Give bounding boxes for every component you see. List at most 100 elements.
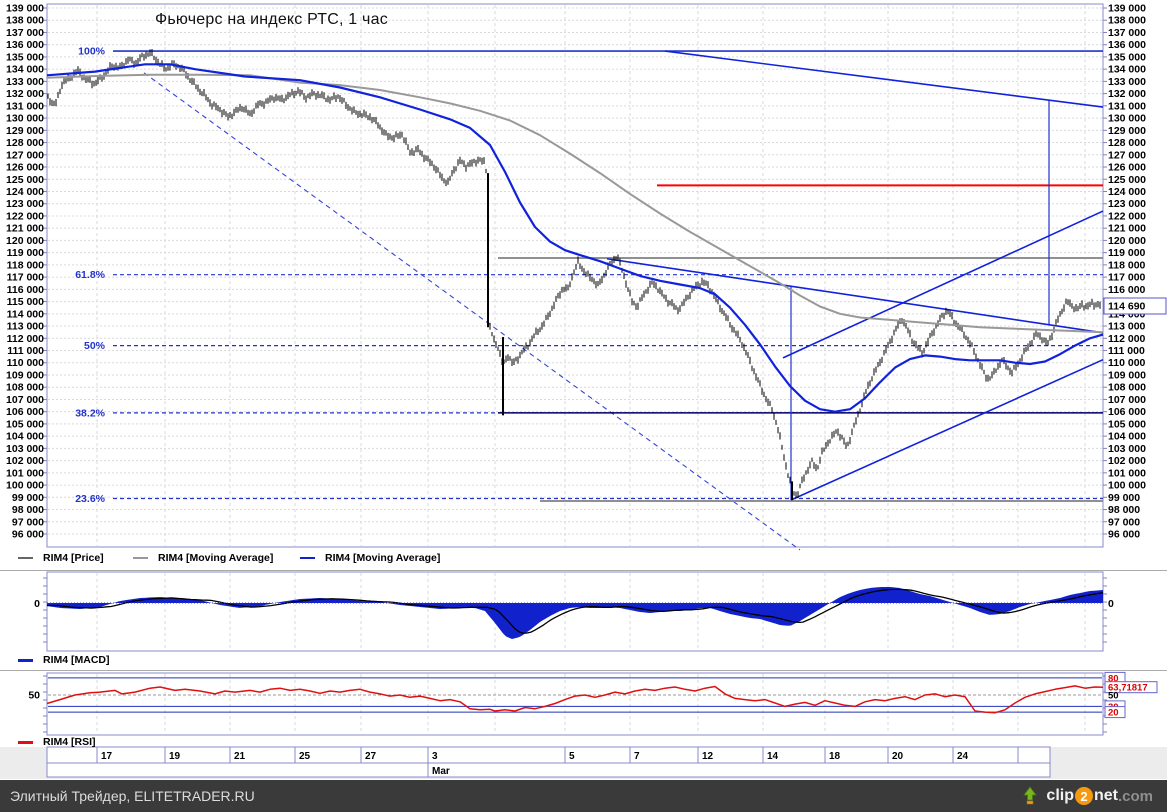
y-axis-label-right: 111 000 <box>1108 345 1145 357</box>
y-axis-label-left: 120 000 <box>6 235 44 247</box>
y-axis-label-left: 109 000 <box>6 369 44 381</box>
current-price-box <box>1103 297 1167 315</box>
y-axis-label-left: 139 000 <box>6 3 44 15</box>
macd-panel <box>46 571 1104 652</box>
date-label: 19 <box>169 751 181 762</box>
y-axis-label-right: 137 000 <box>1108 27 1146 39</box>
ma-gray-line-swatch <box>133 557 148 559</box>
y-axis-label-left: 112 000 <box>7 333 45 345</box>
y-axis-label-left: 135 000 <box>6 51 44 63</box>
legend-label-price: RIM4 [Price] <box>43 552 104 564</box>
y-axis-label-left: 127 000 <box>6 149 44 161</box>
macd-legend-row: RIM4 [MACD] <box>0 654 1103 670</box>
y-axis-label-left: 99 000 <box>12 492 44 504</box>
y-axis-label-right: 106 000 <box>1108 406 1146 418</box>
y-axis-label-left: 108 000 <box>6 382 44 394</box>
y-axis-label-left: 96 000 <box>12 529 44 541</box>
rsi-side-label: 80 <box>1108 673 1119 684</box>
y-axis-label-left: 104 000 <box>6 431 44 443</box>
y-axis-label-left: 128 000 <box>6 137 44 149</box>
y-axis-label-left: 107 000 <box>6 394 44 406</box>
y-axis-label-right: 126 000 <box>1108 162 1146 174</box>
y-axis-label-left: 131 000 <box>6 100 44 112</box>
logo-text-clip: clip <box>1046 787 1074 804</box>
y-axis-label-left: 121 000 <box>6 223 44 235</box>
legend-label-macd: RIM4 [MACD] <box>43 654 110 666</box>
trendline <box>790 358 1104 501</box>
y-axis-label-left: 125 000 <box>6 174 44 186</box>
price-line-swatch <box>18 557 33 559</box>
y-axis-label-right: 103 000 <box>1108 443 1146 455</box>
y-axis-label-right: 109 000 <box>1108 369 1146 381</box>
y-axis-label-right: 131 000 <box>1108 100 1146 112</box>
y-axis-label-left: 129 000 <box>6 125 44 137</box>
y-axis-label-right: 110 000 <box>1108 357 1146 369</box>
macd-signal-line <box>47 588 1104 634</box>
rsi-side-label-box <box>1104 706 1126 719</box>
date-label: 14 <box>767 751 779 762</box>
y-axis-label-left: 119 000 <box>7 247 45 259</box>
date-label: 7 <box>634 751 640 762</box>
y-axis-label-right: 105 000 <box>1108 418 1146 430</box>
date-label: 18 <box>829 751 841 762</box>
y-axis-label-left: 102 000 <box>6 455 44 467</box>
chart-title: Фьючерс на индекс РТС, 1 час <box>155 11 388 28</box>
trendline <box>606 257 1104 334</box>
y-axis-label-left: 116 000 <box>7 284 45 296</box>
month-label: Mar <box>432 766 450 777</box>
dashed-diagonal-trendline <box>143 72 801 551</box>
y-axis-label-left: 97 000 <box>12 516 44 528</box>
y-axis-label-right: 120 000 <box>1108 235 1146 247</box>
y-axis-label-right: 101 000 <box>1108 467 1146 479</box>
rsi-side-label-box <box>1104 681 1158 694</box>
fast-moving-average-line <box>46 63 1104 413</box>
y-axis-label-left: 133 000 <box>6 76 44 88</box>
date-label: 21 <box>234 751 246 762</box>
logo-text-com: .com <box>1117 787 1153 805</box>
y-axis-label-left: 98 000 <box>12 504 44 516</box>
y-axis-label-right: 100 000 <box>1108 480 1146 492</box>
legend-label-rsi: RIM4 [RSI] <box>43 736 96 748</box>
y-axis-label-right: 118 000 <box>1108 259 1146 271</box>
y-axis-label-right: 121 000 <box>1108 223 1146 235</box>
rsi-side-label: 20 <box>1108 708 1119 719</box>
fib-level-label: 61.8% <box>75 269 105 281</box>
clip2net-logo[interactable]: clip 2 net .com <box>1020 786 1153 806</box>
footer-credit-text: Элитный Трейдер, ELITETRADER.RU <box>10 788 255 804</box>
price-panel <box>46 3 1104 548</box>
date-label: 24 <box>957 751 969 762</box>
y-axis-label-right: 104 000 <box>1108 431 1146 443</box>
y-axis-label-right: 108 000 <box>1108 382 1146 394</box>
legend-item-macd: RIM4 [MACD] <box>18 654 110 666</box>
macd-zero-label-left: 0 <box>34 598 40 610</box>
price-legend-row: RIM4 [Price] RIM4 [Moving Average] RIM4 … <box>0 552 1103 568</box>
y-axis-label-left: 113 000 <box>7 321 45 333</box>
y-axis-label-right: 107 000 <box>1108 394 1146 406</box>
upload-arrow-icon <box>1020 786 1040 806</box>
y-axis-label-left: 126 000 <box>6 162 44 174</box>
footer-bar: Элитный Трейдер, ELITETRADER.RU clip 2 n… <box>0 780 1167 812</box>
legend-label-ma-blue: RIM4 [Moving Average] <box>325 552 441 564</box>
trendline <box>782 210 1104 359</box>
rsi-line <box>46 685 1104 714</box>
y-axis-label-left: 132 000 <box>6 88 44 100</box>
logo-text-2: 2 <box>1074 787 1093 805</box>
y-axis-label-right: 99 000 <box>1108 492 1140 504</box>
y-axis-label-left: 118 000 <box>7 259 45 271</box>
y-axis-label-left: 114 000 <box>7 308 45 320</box>
y-axis-label-left: 117 000 <box>7 272 45 284</box>
y-axis-label-left: 110 000 <box>7 357 45 369</box>
y-axis-label-right: 136 000 <box>1108 39 1146 51</box>
y-axis-label-right: 130 000 <box>1108 113 1146 125</box>
logo-text-net: net <box>1093 787 1118 804</box>
rsi-side-label: 63,71817 <box>1108 683 1148 694</box>
rsi-mid-label-left: 50 <box>28 690 40 702</box>
date-label: 20 <box>892 751 904 762</box>
y-axis-label-right: 119 000 <box>1108 247 1146 259</box>
y-axis-label-right: 128 000 <box>1108 137 1146 149</box>
y-axis-label-left: 138 000 <box>6 15 44 27</box>
y-axis-label-right: 113 000 <box>1108 321 1146 333</box>
y-axis-label-right: 125 000 <box>1108 174 1146 186</box>
fib-level-label: 100% <box>78 46 106 58</box>
y-axis-label-right: 96 000 <box>1108 529 1140 541</box>
